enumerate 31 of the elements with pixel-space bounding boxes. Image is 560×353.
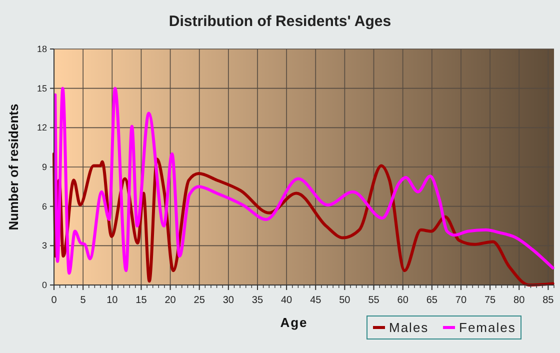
line-series [54, 86, 554, 275]
y-tick-label: 12 [36, 122, 47, 133]
y-tick-label: 6 [42, 201, 47, 212]
x-axis-title: Age [280, 315, 308, 330]
x-tick-label: 15 [136, 295, 148, 306]
x-tick-label: 5 [80, 295, 86, 306]
x-tick-label: 35 [252, 295, 264, 306]
x-tick-label: 30 [222, 295, 234, 306]
x-tick-label: 50 [339, 295, 351, 306]
y-tick-label: 0 [42, 280, 47, 290]
y-tick-label: 18 [36, 44, 47, 54]
x-tick-label: 60 [397, 295, 409, 306]
legend-label: Females [459, 320, 516, 335]
y-tick-label: 3 [42, 240, 47, 251]
y-axis-title: Number of residents [6, 104, 21, 230]
x-tick-label: 10 [106, 295, 118, 306]
x-tick-label: 55 [368, 295, 380, 306]
x-tick-label: 75 [484, 295, 496, 306]
x-tick-label: 40 [280, 295, 293, 306]
y-tick-label: 15 [36, 83, 47, 94]
x-tick-label: 0 [51, 295, 58, 306]
chart-title: Distribution of Residents' Ages [168, 13, 392, 30]
x-tick-label: 65 [426, 295, 438, 306]
x-tick-label: 70 [455, 295, 467, 306]
x-tick-label: 80 [514, 295, 526, 306]
x-tick-label: 45 [310, 295, 322, 306]
legend-label: Males [389, 320, 429, 335]
x-tick-label: 85 [542, 295, 554, 306]
x-tick-label: 25 [194, 295, 206, 306]
y-tick-label: 9 [42, 162, 47, 172]
x-tick-label: 20 [164, 295, 176, 306]
